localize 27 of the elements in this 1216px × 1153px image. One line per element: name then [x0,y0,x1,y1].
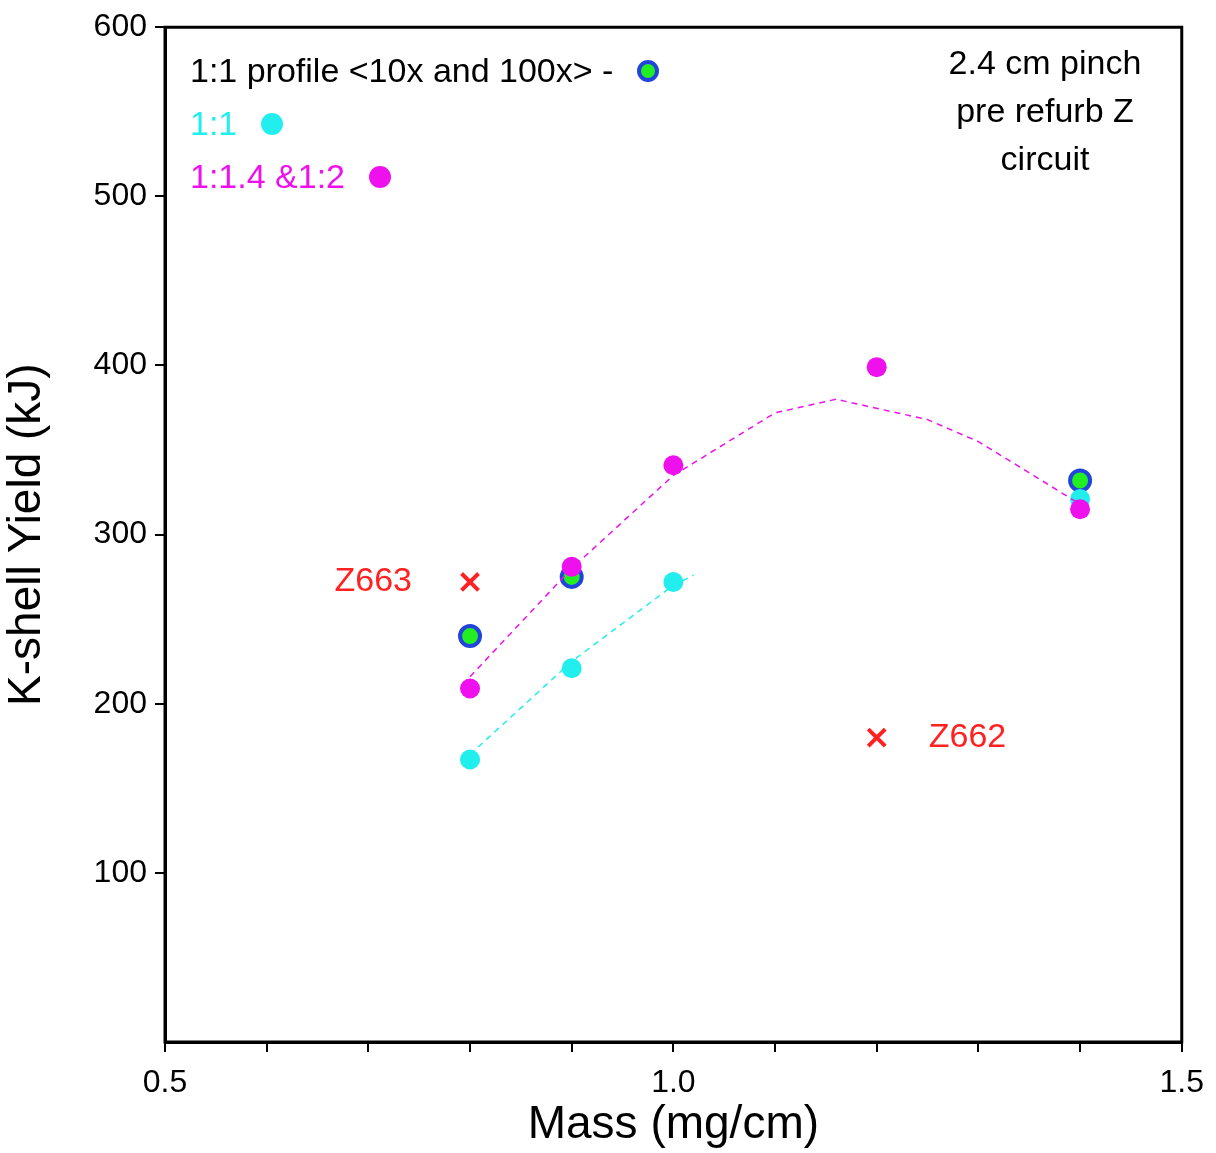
y-tick-label: 400 [93,345,147,382]
point [458,624,483,649]
point [561,556,582,577]
point [460,678,481,699]
point [561,658,582,679]
y-tick-label: 200 [93,683,147,720]
annotation: 2.4 cm pinch pre refurb Z circuit [947,42,1143,179]
point [866,357,887,378]
series-label: Z663 [334,560,413,599]
point [663,571,684,592]
x-tick-label: 1.5 [1159,1063,1204,1100]
point [663,455,684,476]
point [459,571,481,593]
legend-label: 1:1 [190,103,238,144]
y-axis-title: K-shell Yield (kJ) [0,363,51,706]
legend-label: 1:1.4 &1:2 [190,156,346,197]
y-tick-label: 100 [93,852,147,889]
y-tick-label: 600 [93,7,147,44]
point [1070,499,1091,520]
point [460,749,481,770]
y-tick-label: 500 [93,176,147,213]
series-label: Z662 [928,715,1007,754]
point [1068,468,1093,493]
point [866,727,888,749]
legend-label: 1:1 profile <10x and 100x> - [190,50,614,91]
x-tick-label: 0.5 [142,1063,188,1100]
y-tick-label: 300 [93,514,147,551]
